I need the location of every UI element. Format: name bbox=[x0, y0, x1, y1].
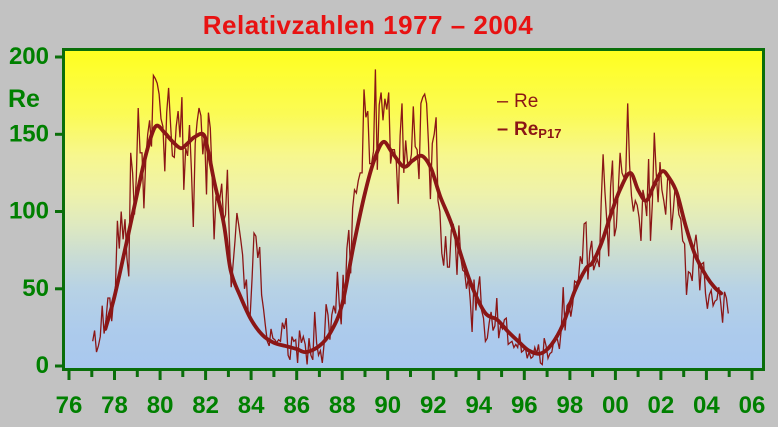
plot-area bbox=[62, 48, 765, 371]
legend-item-rep17: – ReP17 bbox=[497, 116, 561, 144]
x-tick-label: 96 bbox=[511, 392, 538, 419]
legend-dash-icon: – bbox=[497, 118, 509, 140]
y-axis-title: Re bbox=[8, 85, 40, 113]
y-tick-label: 200 bbox=[9, 43, 49, 70]
x-tick-label: 88 bbox=[329, 392, 356, 419]
y-tick-label: 50 bbox=[22, 275, 49, 302]
x-tick-label: 98 bbox=[557, 392, 584, 419]
legend-item-re: – Re bbox=[497, 88, 561, 116]
legend: – Re – ReP17 bbox=[497, 88, 561, 144]
legend-dash-icon: – bbox=[497, 90, 509, 112]
x-tick-label: 86 bbox=[283, 392, 310, 419]
x-tick-label: 82 bbox=[192, 392, 219, 419]
x-tick-label: 84 bbox=[238, 392, 265, 419]
x-tick-label: 78 bbox=[101, 392, 128, 419]
x-tick-label: 94 bbox=[465, 392, 492, 419]
x-tick-label: 02 bbox=[648, 392, 675, 419]
x-tick-label: 06 bbox=[739, 392, 766, 419]
legend-label-re: Re bbox=[514, 91, 539, 112]
x-tick-label: 90 bbox=[374, 392, 401, 419]
legend-label-rep17: Re bbox=[514, 119, 539, 140]
y-tick-label: 150 bbox=[9, 120, 49, 147]
x-tick-label: 00 bbox=[602, 392, 629, 419]
y-tick-label: 100 bbox=[9, 198, 49, 225]
x-tick-label: 04 bbox=[693, 392, 720, 419]
legend-sub-p17: P17 bbox=[538, 126, 562, 141]
chart-title: Relativzahlen 1977 – 2004 bbox=[202, 10, 534, 40]
x-tick-label: 76 bbox=[56, 392, 83, 419]
x-tick-label: 92 bbox=[420, 392, 447, 419]
x-tick-label: 80 bbox=[147, 392, 174, 419]
y-tick-label: 0 bbox=[36, 352, 49, 379]
